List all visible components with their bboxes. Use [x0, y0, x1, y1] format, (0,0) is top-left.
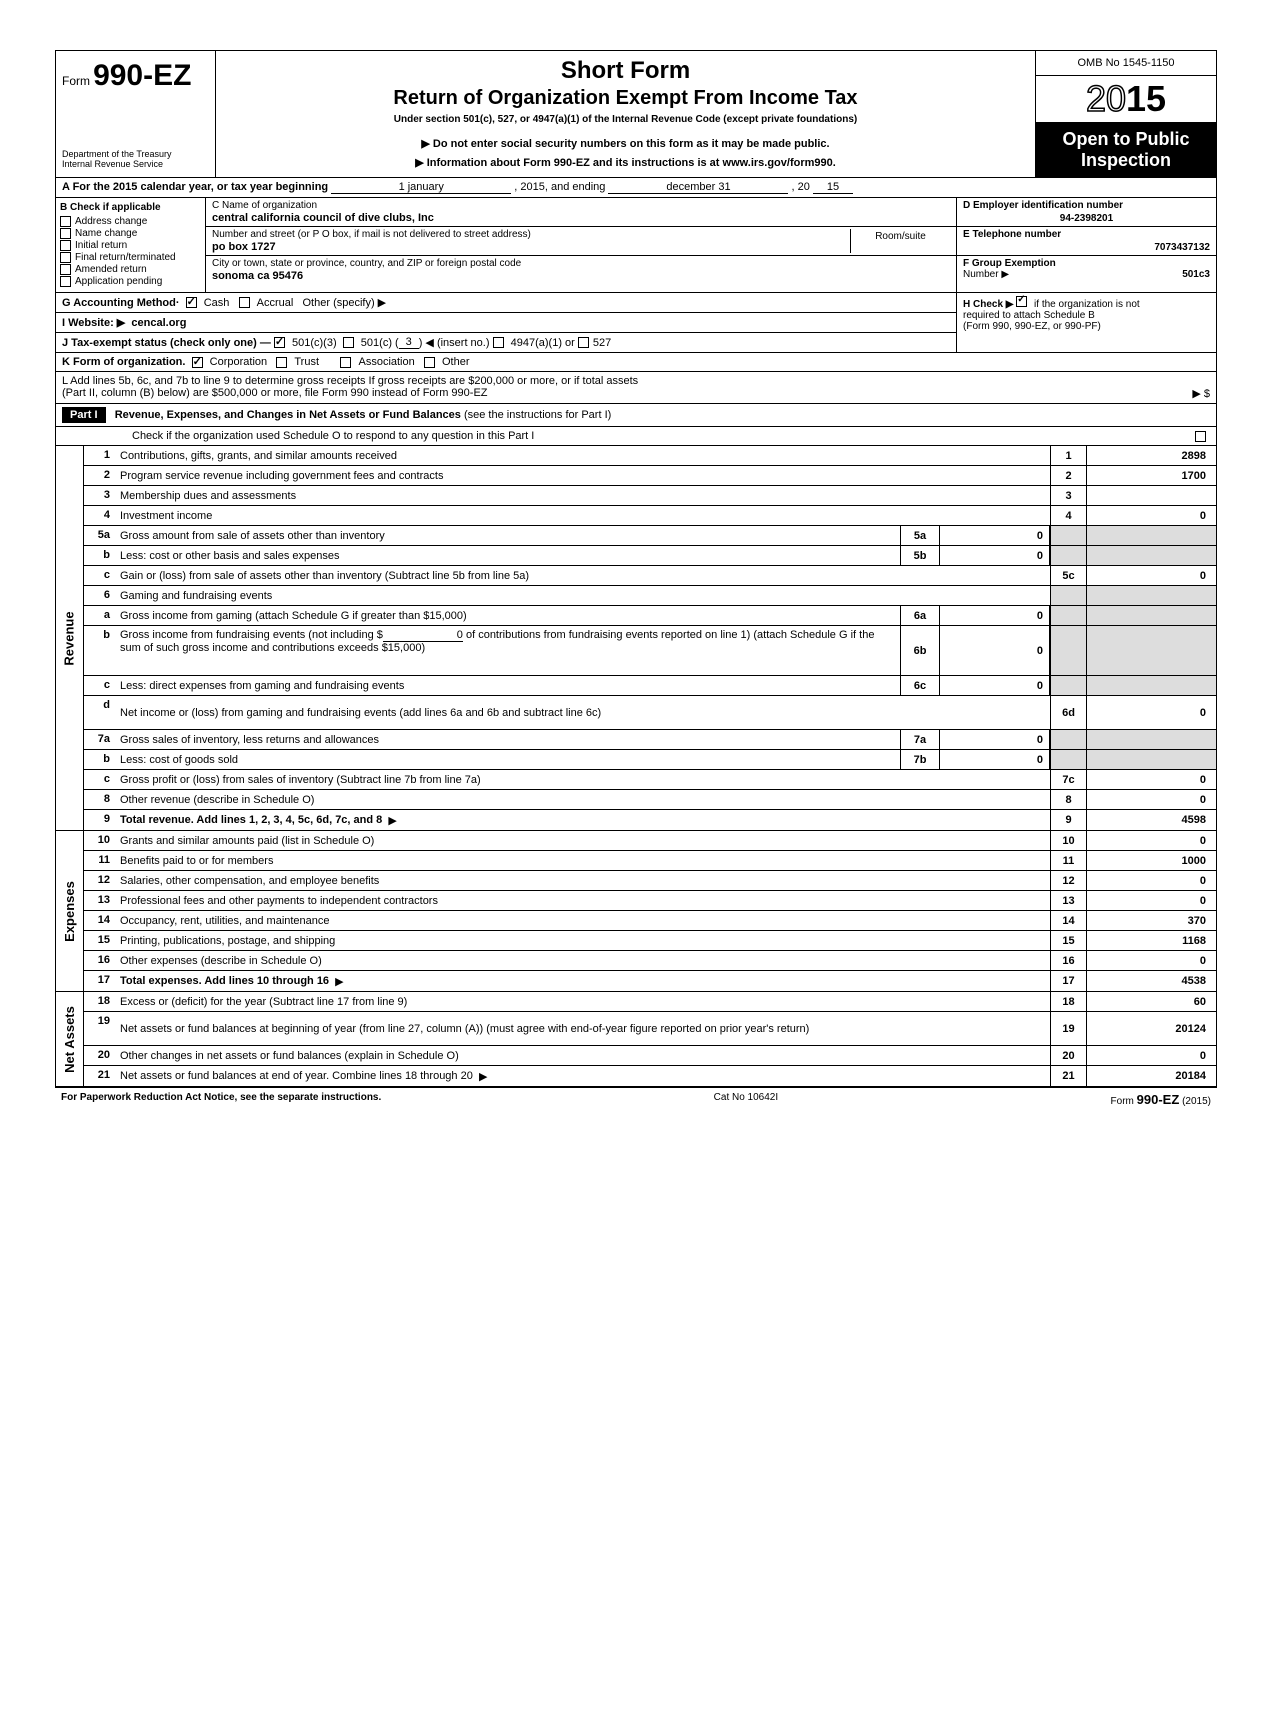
accrual-checkbox[interactable] [239, 297, 250, 308]
form-prefix: Form [62, 74, 90, 88]
tax-year: 2015 [1036, 76, 1216, 123]
form-page: Form 990-EZ Department of the Treasury I… [55, 50, 1217, 1088]
row-l: L Add lines 5b, 6c, and 7b to line 9 to … [56, 372, 1216, 404]
form-label-box: Form 990-EZ Department of the Treasury I… [56, 51, 216, 177]
info-grid: B Check if applicable Address change Nam… [56, 198, 1216, 293]
col-right: D Employer identification number 94-2398… [956, 198, 1216, 292]
year-box: OMB No 1545-1150 2015 Open to Public Ins… [1036, 51, 1216, 177]
501c3-checkbox[interactable] [274, 337, 285, 348]
checkbox[interactable] [60, 264, 71, 275]
instr2: ▶ Information about Form 990-EZ and its … [226, 156, 1025, 169]
revenue-section: Revenue 1Contributions, gifts, grants, a… [56, 446, 1216, 831]
header: Form 990-EZ Department of the Treasury I… [56, 51, 1216, 178]
row-i: I Website: ▶ cencal.org [56, 313, 956, 333]
row-k: K Form of organization. Corporation Trus… [56, 353, 1216, 372]
checkbox[interactable] [60, 228, 71, 239]
open-public: Open to Public Inspection [1036, 123, 1216, 177]
part1-check: Check if the organization used Schedule … [56, 427, 1216, 446]
checkbox[interactable] [60, 276, 71, 287]
under-text: Under section 501(c), 527, or 4947(a)(1)… [226, 114, 1025, 125]
checkbox[interactable] [60, 240, 71, 251]
checkbox[interactable] [60, 252, 71, 263]
part1-header: Part I Revenue, Expenses, and Changes in… [56, 404, 1216, 427]
form-number: 990-EZ [93, 59, 191, 92]
short-form: Short Form [226, 57, 1025, 85]
section-h: H Check ▶ if the organization is not req… [956, 293, 1216, 352]
main-title: Return of Organization Exempt From Incom… [226, 87, 1025, 110]
footer: For Paperwork Reduction Act Notice, see … [55, 1088, 1217, 1111]
row-j: J Tax-exempt status (check only one) — 5… [56, 333, 956, 352]
checkbox[interactable] [60, 216, 71, 227]
cash-checkbox[interactable] [186, 297, 197, 308]
expenses-section: Expenses 10Grants and similar amounts pa… [56, 831, 1216, 992]
title-box: Short Form Return of Organization Exempt… [216, 51, 1036, 177]
section-c: C Name of organization central californi… [206, 198, 956, 292]
instr1: ▶ Do not enter social security numbers o… [226, 137, 1025, 150]
section-b: B Check if applicable Address change Nam… [56, 198, 206, 292]
row-a: A For the 2015 calendar year, or tax yea… [56, 178, 1216, 198]
row-g: G Accounting Method· Cash Accrual Other … [56, 293, 956, 313]
dept: Department of the Treasury Internal Reve… [62, 149, 209, 169]
netassets-section: Net Assets 18Excess or (deficit) for the… [56, 992, 1216, 1087]
omb: OMB No 1545-1150 [1036, 51, 1216, 76]
